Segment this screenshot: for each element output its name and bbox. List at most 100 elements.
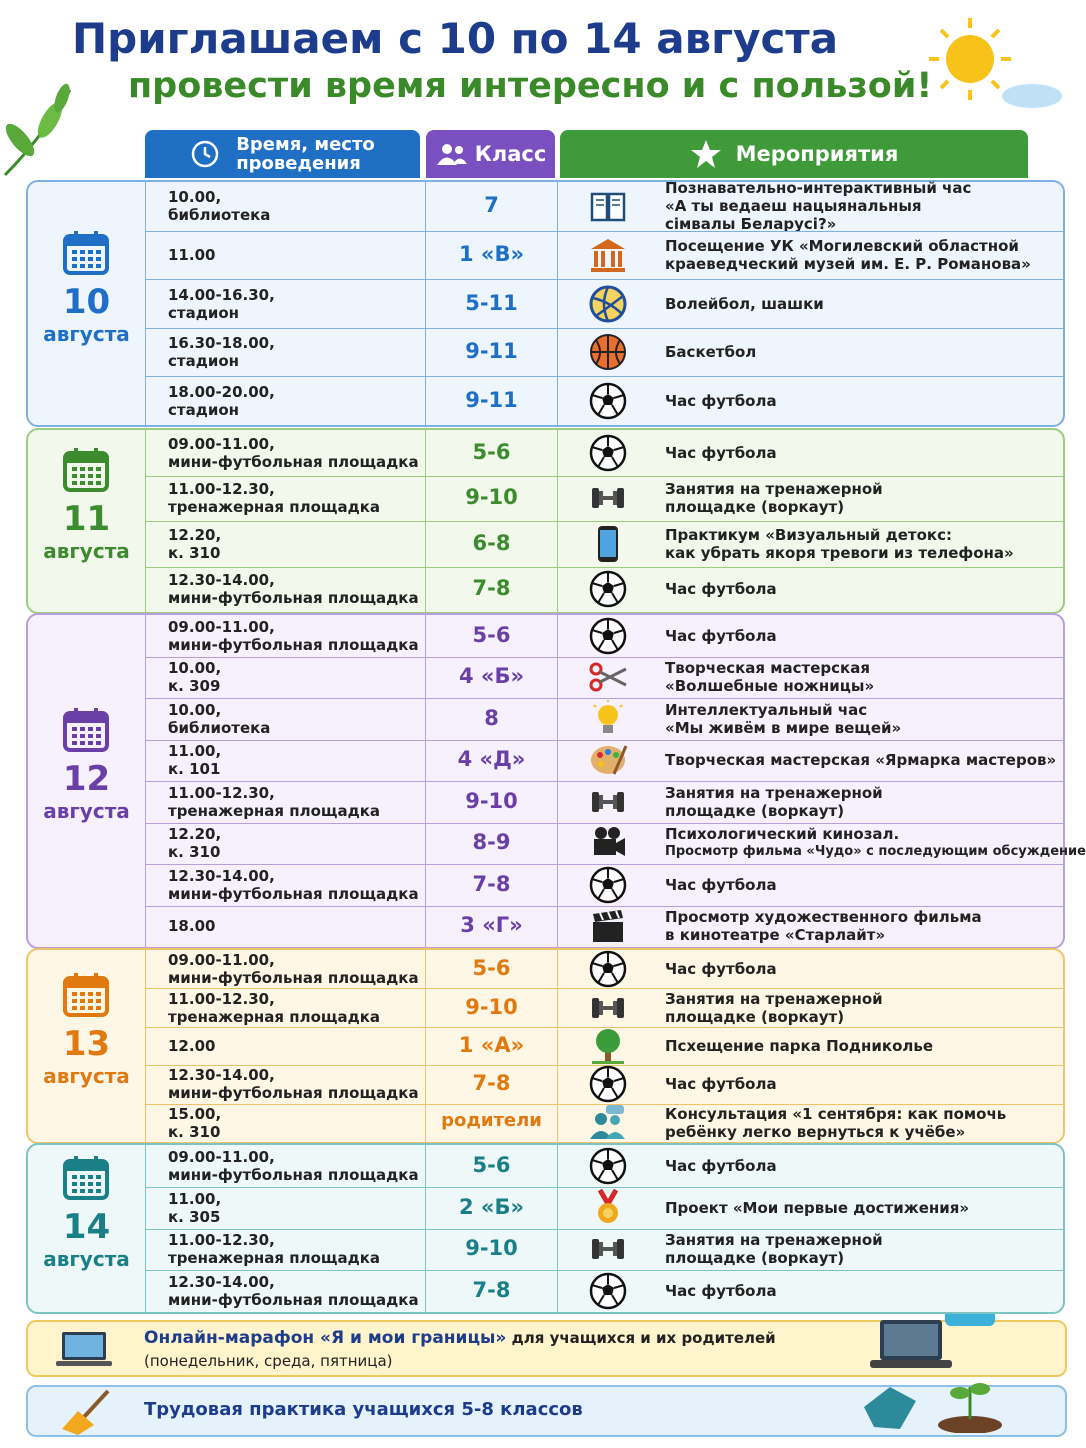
shape	[591, 952, 625, 984]
shape	[80, 741, 85, 745]
activity-line: Час футбола	[665, 626, 777, 645]
activity-line: Час футбола	[665, 580, 777, 599]
class: 4 «Д»	[457, 747, 526, 772]
time: 09.00-11.00,	[168, 434, 275, 453]
shape	[72, 1188, 77, 1193]
shape	[617, 1239, 624, 1260]
shape	[96, 992, 101, 996]
day-block: 10 августа 10.00, библиотека 7 Познавательно-…	[26, 179, 1065, 427]
activity-line: Творческая мастерская «Ярмарка мастеров»	[665, 751, 1057, 770]
shape	[441, 144, 452, 154]
shape	[603, 496, 613, 501]
dumbbell-icon	[592, 1239, 624, 1260]
place: стадион	[168, 400, 240, 419]
shape	[80, 256, 85, 261]
shape	[592, 997, 599, 1018]
class: 5-6	[472, 622, 511, 647]
shape	[613, 1000, 617, 1015]
day-label: 10 августа	[28, 182, 146, 425]
col-divider	[425, 615, 426, 657]
shape	[80, 474, 85, 478]
activity-cell: Волейбол, шашки	[665, 295, 824, 313]
football-icon	[589, 434, 627, 471]
shape	[603, 724, 613, 733]
time-cell: 12.30-14.00, мини-футбольная площадка	[168, 1066, 419, 1102]
activity-line: Занятия на тренажерной	[665, 1231, 883, 1250]
shape	[96, 1174, 101, 1179]
shape	[595, 1112, 607, 1125]
col-divider	[425, 988, 426, 1027]
activity-line: Просмотр художественного фильма	[665, 908, 982, 927]
shape	[72, 992, 77, 996]
shape	[96, 1006, 101, 1010]
time: 11.00	[168, 245, 216, 264]
phone-icon	[598, 525, 618, 562]
camera-icon	[594, 827, 625, 857]
col-divider	[557, 430, 558, 476]
col-divider	[557, 1026, 558, 1066]
row-divider	[145, 656, 1063, 658]
shape	[96, 1188, 101, 1193]
activity-line: Час футбола	[665, 1282, 777, 1301]
calendar-icon	[63, 230, 109, 275]
broom-icon	[62, 1389, 110, 1435]
time: 09.00-11.00,	[168, 1147, 275, 1166]
shape	[72, 256, 77, 261]
shape	[96, 467, 101, 471]
shape	[602, 962, 614, 974]
time: 11.00,	[168, 1189, 222, 1208]
activity-line: Просмотр фильма «Чудо» с последующим обс…	[665, 844, 1086, 860]
col-divider	[425, 781, 426, 823]
shape	[72, 1181, 77, 1186]
shape	[96, 999, 101, 1003]
place: мини-футбольная площадка	[168, 1291, 419, 1310]
time: 09.00-11.00,	[168, 617, 275, 636]
class: 6-8	[472, 530, 511, 555]
time-cell: 15.00, к. 310	[168, 1105, 221, 1141]
shape	[65, 1335, 103, 1357]
shape	[80, 481, 85, 485]
col-divider	[557, 822, 558, 864]
marathon-note: для учащихся и их родителей	[506, 1329, 776, 1347]
shape	[88, 1181, 93, 1186]
col-divider	[425, 566, 426, 612]
sun-decoration	[929, 18, 1062, 108]
shape	[96, 263, 101, 268]
time: 11.00-12.30,	[168, 1231, 275, 1250]
sun	[946, 35, 994, 83]
class: 7	[484, 193, 499, 218]
shape	[72, 467, 77, 471]
shape	[65, 978, 107, 988]
time-cell: 11.00-12.30, тренажерная площадка	[168, 990, 380, 1026]
sun-rays	[929, 18, 1011, 100]
day-label: 14 августа	[28, 1145, 146, 1312]
activity-cell: Занятия на тренажерной площадке (воркаут)	[665, 784, 883, 820]
time-cell: 12.30-14.00, мини-футбольная площадка	[168, 867, 419, 903]
clapper-icon	[593, 910, 623, 943]
class: 2 «Б»	[458, 1194, 525, 1219]
time-header: Время, место проведения	[145, 130, 420, 178]
day-number: 12	[62, 759, 111, 799]
cloud	[1002, 84, 1062, 108]
activity-line: площадке (воркаут)	[665, 1249, 845, 1268]
col-divider	[557, 1186, 558, 1229]
shape	[96, 474, 101, 478]
activity-line: Практикум «Визуальный детокс:	[665, 525, 952, 544]
shape	[597, 752, 603, 759]
gardening-icon	[864, 1383, 1002, 1433]
shape	[595, 827, 607, 840]
shape	[884, 1324, 938, 1356]
place: к. 309	[168, 677, 221, 696]
activity-cell: Час футбола	[665, 392, 777, 410]
shape	[88, 999, 93, 1003]
day-month: августа	[43, 1064, 130, 1088]
day-month: августа	[43, 799, 130, 823]
shape	[690, 140, 721, 168]
col-divider	[425, 905, 426, 947]
activity-line: площадке (воркаут)	[665, 801, 845, 820]
time-cell: 09.00-11.00, мини-футбольная площадка	[168, 951, 419, 987]
shape	[452, 158, 467, 164]
shape	[598, 761, 604, 768]
events-header: Мероприятия	[560, 130, 1028, 178]
football-icon	[589, 950, 627, 988]
